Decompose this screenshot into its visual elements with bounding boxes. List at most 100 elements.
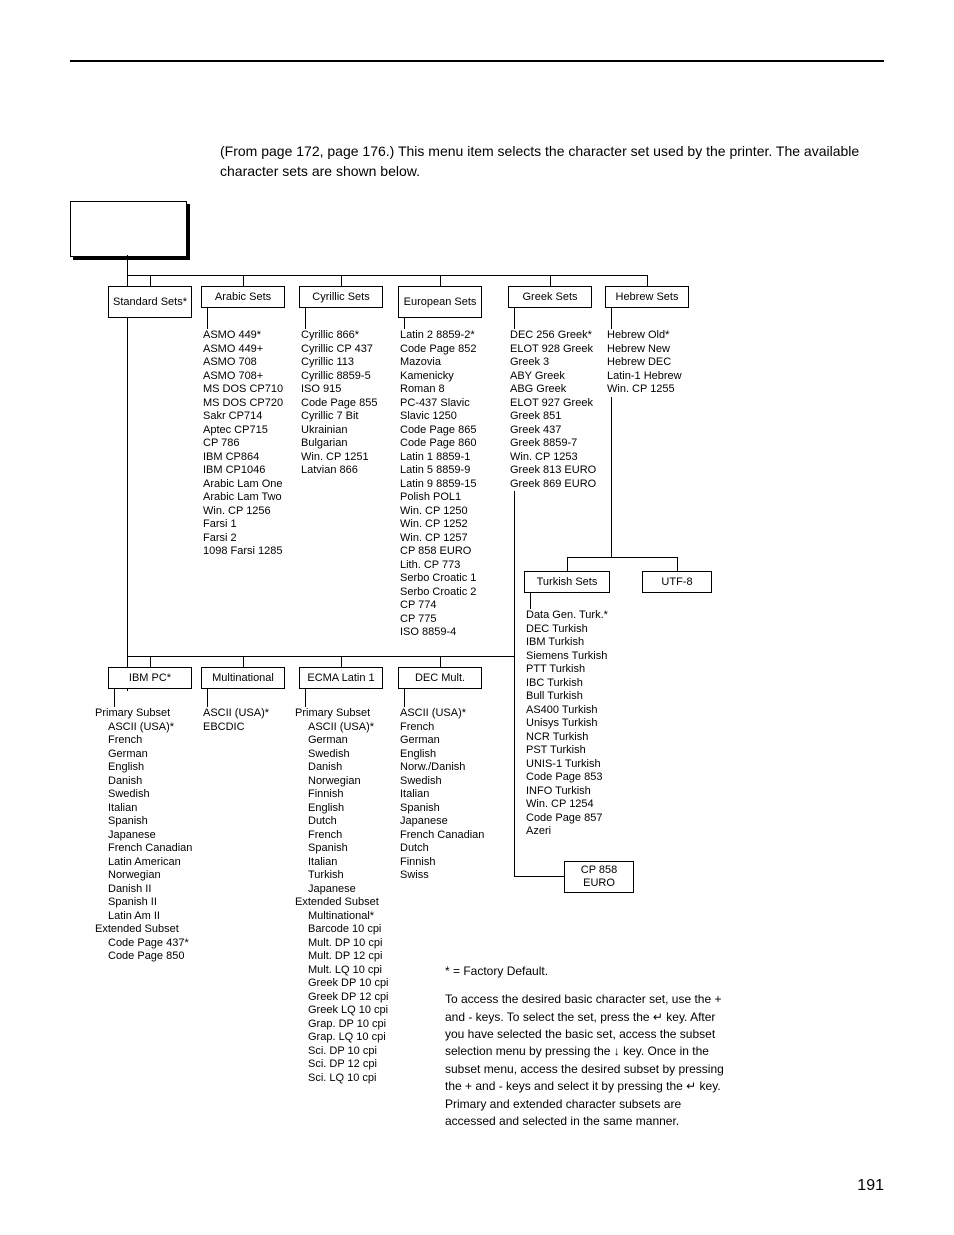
list-item: Slavic 1250: [400, 410, 476, 424]
european-list: Latin 2 8859-2*Code Page 852MazoviaKamen…: [400, 329, 476, 640]
cyrillic-sets-box: Cyrillic Sets: [299, 286, 383, 308]
list-item: EBCDIC: [203, 721, 269, 735]
list-item: German: [108, 748, 192, 762]
list-item: Latin 1 8859-1: [400, 451, 476, 465]
greek-sets-box: Greek Sets: [508, 286, 592, 308]
list-item: IBM CP1046: [203, 464, 283, 478]
instructions-note: To access the desired basic character se…: [445, 991, 725, 1130]
connector: [440, 656, 441, 667]
list-item: Spanish: [308, 842, 389, 856]
list-item: Latin-1 Hebrew: [607, 370, 682, 384]
connector: [243, 656, 244, 667]
arabic-sets-box: Arabic Sets: [201, 286, 285, 308]
list-item: Mult. DP 12 cpi: [308, 950, 389, 964]
connector: [514, 876, 564, 877]
list-item: Latin American: [108, 856, 192, 870]
list-item: Norwegian: [108, 869, 192, 883]
list-item: Code Page 850: [108, 950, 192, 964]
list-item: Swedish: [308, 748, 389, 762]
list-item: Danish: [108, 775, 192, 789]
list-item: Spanish: [108, 815, 192, 829]
hebrew-list: Hebrew Old*Hebrew NewHebrew DECLatin-1 H…: [607, 329, 682, 397]
connector: [567, 557, 677, 558]
list-item: Code Page 437*: [108, 937, 192, 951]
list-item: Data Gen. Turk.*: [526, 609, 608, 623]
list-item: ASCII (USA)*: [108, 721, 192, 735]
ecma-ext-label: Extended Subset: [295, 896, 389, 910]
list-item: Hebrew Old*: [607, 329, 682, 343]
list-item: French Canadian: [400, 829, 484, 843]
list-item: Lith. CP 773: [400, 559, 476, 573]
list-item: Polish POL1: [400, 491, 476, 505]
turkish-sets-box: Turkish Sets: [524, 571, 610, 593]
list-item: Cyrillic CP 437: [301, 343, 377, 357]
ibmpc-box: IBM PC*: [108, 667, 192, 689]
connector: [447, 656, 514, 657]
list-item: German: [308, 734, 389, 748]
connector: [341, 656, 342, 667]
ecma-box: ECMA Latin 1: [299, 667, 383, 689]
connector: [440, 275, 441, 286]
list-item: Win. CP 1253: [510, 451, 596, 465]
list-item: MS DOS CP710: [203, 383, 283, 397]
list-item: Dutch: [400, 842, 484, 856]
list-item: Spanish: [400, 802, 484, 816]
list-item: Greek 437: [510, 424, 596, 438]
greek-list: DEC 256 Greek*ELOT 928 GreekGreek 3ABY G…: [510, 329, 596, 491]
list-item: CP 858 EURO: [400, 545, 476, 559]
page-number: 191: [857, 1177, 884, 1195]
list-item: ASMO 708: [203, 356, 283, 370]
list-item: Siemens Turkish: [526, 650, 608, 664]
connector: [243, 275, 244, 286]
list-item: ASCII (USA)*: [400, 707, 484, 721]
list-item: PTT Turkish: [526, 663, 608, 677]
list-item: ISO 915: [301, 383, 377, 397]
list-item: Danish II: [108, 883, 192, 897]
list-item: Japanese: [308, 883, 389, 897]
list-item: PST Turkish: [526, 744, 608, 758]
list-item: Sci. LQ 10 cpi: [308, 1072, 389, 1086]
list-item: Win. CP 1256: [203, 505, 283, 519]
connector: [514, 491, 515, 656]
connector: [305, 689, 306, 707]
cp858-euro-box: CP 858 EURO: [564, 861, 634, 893]
list-item: CP 786: [203, 437, 283, 451]
connector: [127, 656, 447, 657]
list-item: Swedish: [400, 775, 484, 789]
list-item: Latin 9 8859-15: [400, 478, 476, 492]
list-item: ASMO 449+: [203, 343, 283, 357]
list-item: PC-437 Slavic: [400, 397, 476, 411]
list-item: Danish: [308, 761, 389, 775]
list-item: Greek 3: [510, 356, 596, 370]
ibmpc-primary-label: Primary Subset: [95, 707, 192, 721]
list-item: CP 775: [400, 613, 476, 627]
intro-text: (From page 172, page 176.) This menu ite…: [220, 142, 884, 181]
list-item: Spanish II: [108, 896, 192, 910]
multinational-box: Multinational: [201, 667, 285, 689]
list-item: Italian: [308, 856, 389, 870]
list-item: Hebrew New: [607, 343, 682, 357]
list-item: Latvian 866: [301, 464, 377, 478]
list-item: Serbo Croatic 2: [400, 586, 476, 600]
list-item: Serbo Croatic 1: [400, 572, 476, 586]
connector: [404, 318, 405, 329]
list-item: Norwegian: [308, 775, 389, 789]
standard-sets-box: Standard Sets*: [108, 286, 192, 318]
list-item: Finnish: [308, 788, 389, 802]
list-item: Code Page 865: [400, 424, 476, 438]
ecma-list: Primary Subset ASCII (USA)*GermanSwedish…: [295, 707, 389, 1085]
list-item: Greek DP 10 cpi: [308, 977, 389, 991]
list-item: Italian: [400, 788, 484, 802]
list-item: Hebrew DEC: [607, 356, 682, 370]
list-item: French: [308, 829, 389, 843]
list-item: Win. CP 1252: [400, 518, 476, 532]
decmult-list: ASCII (USA)*FrenchGermanEnglishNorw./Dan…: [400, 707, 484, 883]
connector: [114, 689, 115, 707]
utf8-box: UTF-8: [642, 571, 712, 593]
list-item: ISO 8859-4: [400, 626, 476, 640]
list-item: Norw./Danish: [400, 761, 484, 775]
list-item: Mazovia: [400, 356, 476, 370]
list-item: Japanese: [108, 829, 192, 843]
list-item: Sci. DP 12 cpi: [308, 1058, 389, 1072]
list-item: Greek DP 12 cpi: [308, 991, 389, 1005]
